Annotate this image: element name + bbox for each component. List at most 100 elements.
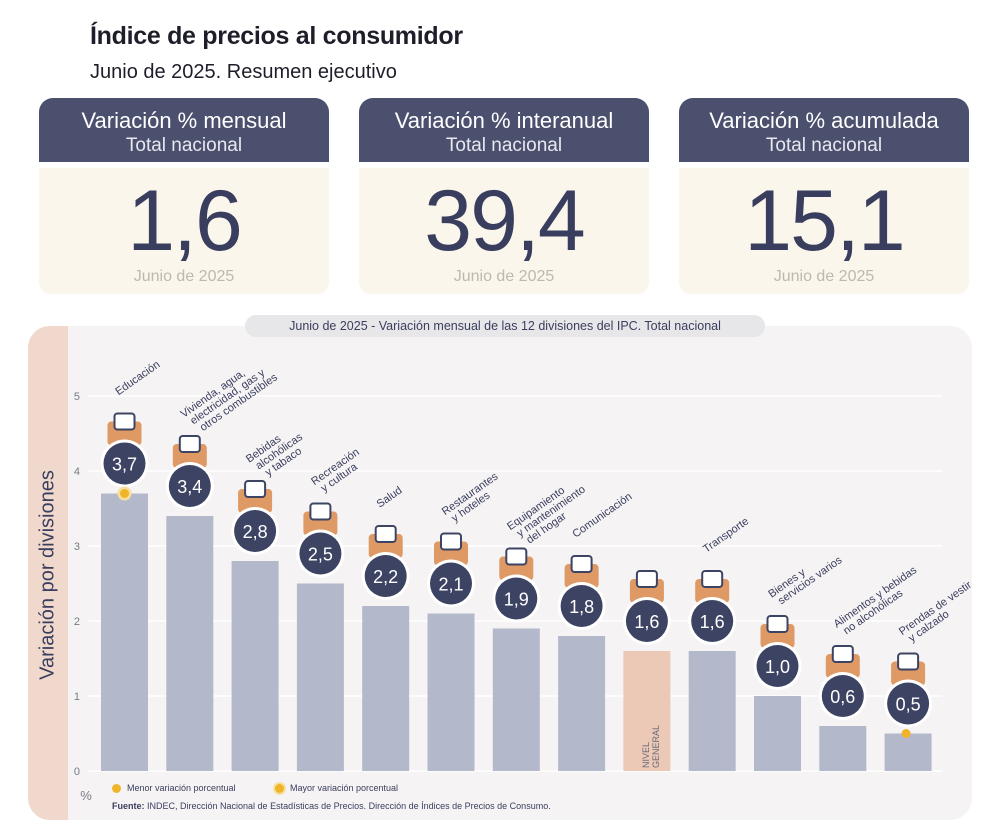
card-accumulated: Variación % acumulada Total nacional 15,… (679, 98, 969, 294)
value-label: 0,6 (830, 687, 855, 707)
card-header: Variación % acumulada Total nacional (679, 98, 969, 162)
card-header: Variación % interanual Total nacional (359, 98, 649, 162)
icon-shape (831, 645, 854, 663)
value-label: 1,0 (765, 657, 790, 677)
chart-side-band (28, 326, 68, 820)
value-badge (168, 465, 211, 507)
card-subtitle: Total nacional (125, 135, 243, 156)
value-label: 1,9 (504, 590, 529, 610)
card-date: Junio de 2025 (773, 268, 875, 285)
category-label-line: Educación (113, 359, 162, 398)
icon-shape (440, 532, 462, 551)
value-badge (299, 532, 342, 575)
category-label: Bienes yservicios varios (766, 545, 844, 610)
value-label: 1,8 (569, 597, 594, 617)
bar (166, 516, 214, 771)
legend-max: Mayor variación porcentual (275, 783, 398, 794)
bar (623, 651, 671, 771)
card-date: Junio de 2025 (133, 268, 235, 285)
icon-shape (505, 547, 528, 566)
card-value: 39,4 (424, 173, 585, 269)
bar (427, 613, 475, 771)
category-label-line: GENERAL (651, 725, 661, 768)
bar (688, 651, 736, 771)
category-label: Equipamientoy mantenimientodel hogar (505, 475, 594, 551)
bar (884, 733, 932, 771)
card-header: Variación % mensual Total nacional (39, 98, 329, 162)
bar (296, 583, 344, 771)
value-label: 2,5 (308, 545, 333, 565)
value-label: 2,8 (243, 522, 268, 542)
wine-bottle-icon (238, 480, 273, 513)
bar (754, 696, 801, 771)
y-tick-label: 4 (74, 466, 80, 478)
appliance-icon (499, 547, 534, 581)
bar (558, 636, 606, 771)
transport-icon (695, 570, 730, 603)
card-title: Variación % acumulada (709, 108, 939, 133)
legend-min-label: Menor variación porcentual (127, 783, 236, 793)
icon-shape (178, 435, 201, 453)
value-badge (887, 682, 930, 725)
category-label: Salud (375, 484, 405, 510)
value-label: 3,4 (177, 477, 202, 497)
comb-icon (760, 615, 795, 648)
category-label-line: Salud (375, 484, 405, 510)
y-tick-label: 3 (74, 541, 80, 553)
page-title: Índice de precios al consumidor (90, 22, 463, 50)
card-body: 15,1 Junio de 2025 (679, 168, 969, 294)
icon-shape (897, 652, 920, 671)
source-label: Fuente: (112, 801, 145, 811)
card-subtitle: Total nacional (765, 135, 883, 156)
category-label: Educación (113, 359, 162, 398)
category-label-line: Transporte (701, 515, 751, 555)
value-badge (560, 585, 603, 627)
category-label: Restaurantesy hoteles (440, 470, 507, 527)
value-badge (625, 600, 668, 642)
category-label: Prendas de vestiry calzado (897, 579, 981, 647)
icon-shape (701, 570, 724, 588)
beach-umbrella-icon (303, 502, 338, 536)
value-label: 0,5 (896, 695, 921, 715)
page-subtitle: Junio de 2025. Resumen ejecutivo (90, 61, 397, 83)
value-badge (234, 510, 277, 552)
shopping-basket-icon (629, 570, 664, 603)
icon-shape (244, 480, 267, 498)
first-aid-icon (368, 525, 403, 558)
value-label: 1,6 (634, 612, 659, 632)
bar (819, 726, 867, 771)
value-badge (821, 675, 864, 717)
card-title: Variación % interanual (394, 108, 614, 133)
restaurant-icon (434, 532, 468, 566)
y-tick-label: 5 (74, 391, 80, 403)
category-label: NIVELGENERAL (641, 725, 661, 768)
bar (362, 606, 410, 771)
clothing-icon (891, 652, 926, 686)
icon-shape (635, 570, 658, 588)
y-tick-label: 2 (74, 616, 80, 628)
category-label: Transporte (701, 515, 751, 555)
y-tick-label: 0 (74, 766, 80, 778)
icon-shape (374, 525, 397, 543)
min-marker (901, 729, 911, 738)
card-value: 15,1 (744, 173, 905, 269)
max-marker-icon (275, 784, 284, 794)
house-utilities-icon (172, 435, 207, 468)
icon-shape (570, 555, 593, 573)
food-icon (825, 645, 860, 678)
icon-shape (113, 412, 136, 431)
card-body: 1,6 Junio de 2025 (39, 168, 329, 294)
value-label: 2,2 (373, 567, 398, 587)
books-icon (107, 412, 142, 446)
card-value: 1,6 (127, 173, 243, 269)
card-title: Variación % mensual (81, 108, 287, 133)
value-badge (430, 562, 472, 605)
bar (101, 493, 148, 771)
card-body: 39,4 Junio de 2025 (359, 168, 649, 294)
phone-icon (564, 555, 599, 588)
y-tick-label: 1 (74, 691, 80, 703)
source-text: INDEC, Dirección Nacional de Estadística… (147, 801, 551, 811)
value-badge (495, 577, 538, 620)
min-marker-icon (112, 784, 121, 794)
